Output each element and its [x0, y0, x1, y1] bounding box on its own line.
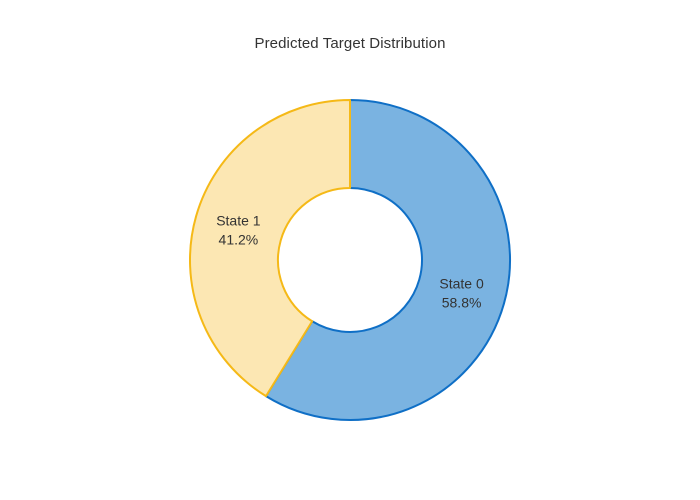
slice-percent-state-0: 58.8%: [442, 295, 482, 311]
slice-state-0[interactable]: [264, 99, 511, 421]
slice-label-state-0: State 0: [439, 276, 484, 292]
slice-percent-state-1: 41.2%: [219, 231, 259, 247]
chart-title: Predicted Target Distribution: [254, 35, 446, 52]
slice-label-state-1: State 1: [216, 212, 261, 228]
slice-state-1[interactable]: [189, 99, 351, 398]
